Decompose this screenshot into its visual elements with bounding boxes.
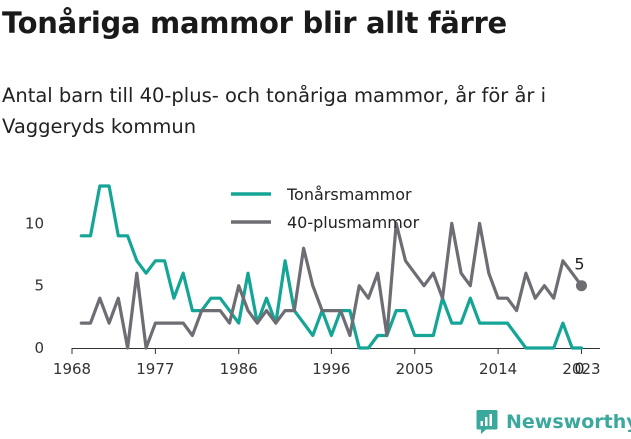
- x-tick-label: 2023: [562, 360, 600, 378]
- series-line-ton-rsmammor: [79, 184, 584, 350]
- y-tick-label: 10: [25, 214, 44, 232]
- y-tick-label: 5: [34, 277, 44, 295]
- end-point-marker: [575, 280, 587, 292]
- line-chart: 0 5 10 1968 1977 1986 1996 2005 2014 2023 5 0 Tonårs…: [25, 184, 601, 378]
- legend-label: Tonårsmammor: [286, 185, 412, 204]
- chart-title: Tonåriga mammor blir allt färre: [2, 6, 507, 40]
- x-tick-label: 1996: [312, 360, 350, 378]
- x-tick-label: 2005: [396, 360, 434, 378]
- series-line-40-plusmammor: [79, 221, 584, 350]
- legend-label: 40-plusmammor: [287, 213, 420, 232]
- end-value-label: 0: [574, 359, 584, 378]
- x-tick-label: 1968: [53, 360, 91, 378]
- x-tick-label: 1977: [136, 360, 174, 378]
- brand-name: Newsworthy: [506, 411, 631, 433]
- brand-logo: Newsworthy: [476, 408, 631, 436]
- end-value-label: 5: [574, 255, 584, 274]
- newsworthy-logo-icon: [476, 410, 498, 434]
- y-tick-label: 0: [34, 339, 44, 357]
- chart-subtitle: Antal barn till 40-plus- och tonåriga ma…: [2, 84, 547, 138]
- x-tick-label: 1986: [220, 360, 258, 378]
- x-tick-label: 2014: [479, 360, 517, 378]
